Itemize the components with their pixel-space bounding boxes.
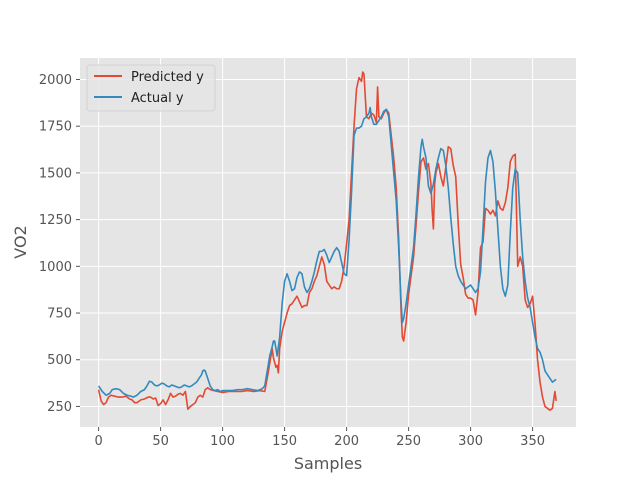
x-axis-ticks: 0 50 100 150 200 250 300 350 (94, 427, 545, 449)
x-tick-label: 0 (94, 434, 102, 449)
legend-label-predicted: Predicted y (131, 70, 204, 85)
y-tick-label: 250 (47, 400, 72, 415)
x-tick-label: 100 (210, 434, 235, 449)
y-tick-label: 1000 (39, 260, 72, 275)
y-tick-label: 750 (47, 307, 72, 322)
x-tick-label: 200 (334, 434, 359, 449)
series-line-actual (97, 106, 557, 398)
y-axis-label: VO2 (11, 225, 30, 258)
y-tick-label: 1750 (39, 120, 72, 135)
legend: Predicted y Actual y (86, 64, 216, 112)
y-axis-ticks: 250 500 750 1000 1250 1500 1750 2000 (39, 73, 80, 415)
y-tick-label: 1500 (39, 166, 72, 181)
y-tick-label: 1250 (39, 213, 72, 228)
plot-background (80, 58, 576, 427)
y-tick-label: 500 (47, 353, 72, 368)
legend-label-actual: Actual y (131, 91, 184, 106)
x-axis-label: Samples (294, 454, 362, 473)
x-tick-label: 300 (458, 434, 483, 449)
x-tick-label: 150 (272, 434, 297, 449)
series-layer (97, 71, 557, 411)
x-tick-label: 350 (520, 434, 545, 449)
x-tick-label: 50 (152, 434, 169, 449)
y-tick-label: 2000 (39, 73, 72, 88)
x-tick-label: 250 (396, 434, 421, 449)
